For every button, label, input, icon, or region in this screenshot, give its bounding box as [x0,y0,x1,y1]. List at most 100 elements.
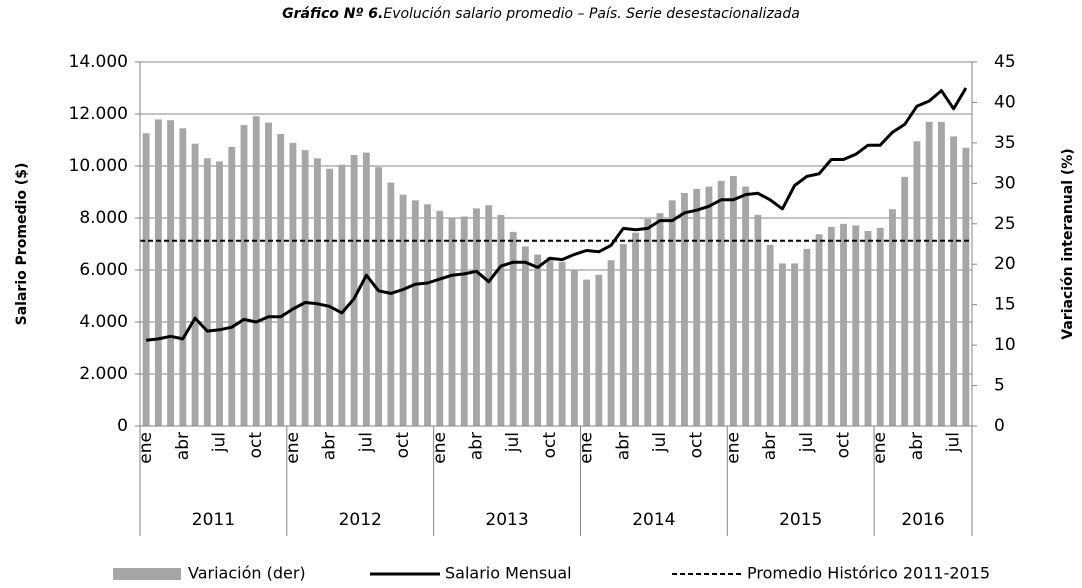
y-tick-label: 6.000 [79,260,128,280]
bar [803,248,811,426]
bar [424,204,431,426]
y-tick-label: 2.000 [79,364,128,384]
y2-tick-label: 10 [994,335,1016,355]
y2-tick-label: 25 [994,214,1016,234]
title-label: Gráfico Nº 6. [282,6,383,22]
x-tick-label: ene [577,432,597,464]
bar [473,208,480,426]
bar [497,214,505,426]
year-label: 2016 [901,510,944,530]
bar [216,161,223,426]
bar [827,227,835,426]
bar [179,128,187,426]
bar [228,146,236,426]
bar [668,200,676,426]
x-tick-label: oct [246,432,266,459]
bar [632,232,639,426]
bar [595,274,603,426]
bar [448,217,456,426]
y-tick-label: 4.000 [79,312,128,332]
bar [840,223,847,426]
bar [925,121,933,426]
y2-tick-label: 5 [994,376,1005,396]
bar [277,133,285,427]
x-tick-label: ene [870,432,890,464]
x-tick-label: ene [136,432,156,464]
bar [913,141,921,426]
chart-title: Gráfico Nº 6.Evolución salario promedio … [282,6,800,22]
legend-swatch [113,568,181,580]
bar [350,155,358,426]
bar [889,209,896,426]
y-tick-label: 0 [117,416,128,436]
x-tick-label: jul [797,432,817,453]
bar [240,125,248,427]
bar [154,119,162,426]
bar [534,254,542,426]
bar [778,263,786,426]
bar [815,234,823,426]
x-tick-label: ene [430,432,450,464]
bar [167,120,175,427]
x-tick-label: oct [540,432,560,459]
bar [583,279,591,426]
y2-tick-label: 35 [994,133,1016,153]
legend-label: Salario Mensual [445,564,572,583]
bar [191,143,199,426]
bar [265,122,272,427]
bar [289,142,297,426]
bar [693,188,701,426]
bar [375,167,383,426]
y2-tick-label: 0 [994,416,1005,436]
x-tick-label: abr [466,432,486,460]
x-tick-label: abr [613,432,633,460]
bar [901,176,909,426]
bar [962,147,970,426]
bar [705,186,713,426]
bar [607,260,615,426]
bar [754,214,762,426]
line-series [145,87,968,342]
year-label: 2012 [339,510,382,530]
title-text: Evolución salario promedio – País. Serie… [383,6,800,22]
bar [681,193,688,426]
bar [717,180,725,426]
x-tick-label: abr [760,432,780,460]
bar [766,244,774,426]
x-tick-label: ene [723,432,743,464]
bar [729,176,737,426]
bar [387,182,395,426]
bar [326,168,334,427]
y2-tick-label: 45 [994,52,1016,72]
legend-label: Variación (der) [188,564,306,583]
y-tick-label: 10.000 [69,156,128,176]
x-tick-label: jul [210,432,230,453]
y-tick-label: 12.000 [69,104,128,124]
bar [950,136,958,426]
y2-tick-label: 40 [994,92,1016,112]
bar [313,158,321,426]
bar [521,246,529,426]
bar [791,263,799,426]
x-tick-label: jul [944,432,964,453]
y-axis-label: Salario Promedio ($) [14,163,30,326]
bar [362,152,370,426]
y2-tick-label: 15 [994,295,1016,315]
bar [436,210,444,426]
bar [203,158,211,426]
x-tick-label: oct [687,432,707,459]
x-tick-label: jul [650,432,670,453]
y-tick-label: 14.000 [69,52,128,72]
bar [742,186,750,426]
bar [644,218,652,426]
x-tick-label: abr [173,432,193,460]
bar [864,231,872,426]
bar [399,194,407,426]
year-label: 2014 [632,510,675,530]
bar [937,121,945,426]
bar [142,133,150,426]
bar [876,227,884,426]
y2-tick-label: 30 [994,173,1016,193]
x-tick-label: jul [356,432,376,453]
